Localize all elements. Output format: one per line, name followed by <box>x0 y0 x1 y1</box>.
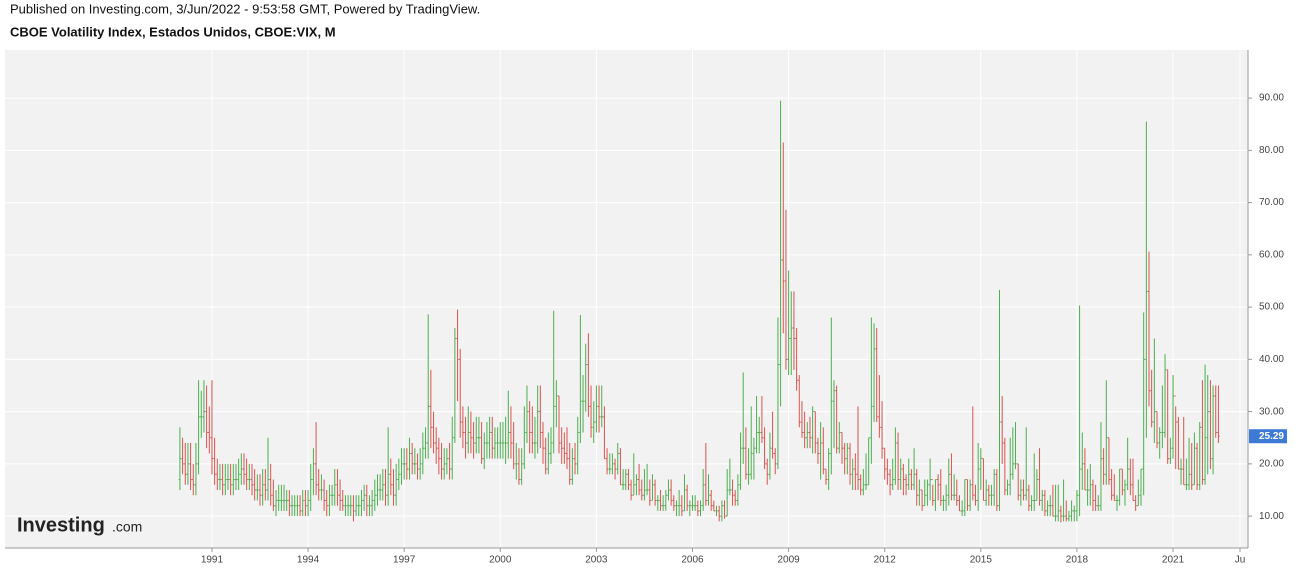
x-tick-label: 2018 <box>1066 555 1089 566</box>
x-tick-label: 2003 <box>585 555 608 566</box>
y-tick-label: 90.00 <box>1259 93 1284 104</box>
x-tick-label: 2006 <box>681 555 704 566</box>
x-tick-label: 1997 <box>393 555 416 566</box>
bars <box>178 100 1220 523</box>
y-tick-label: 40.00 <box>1259 354 1284 365</box>
y-tick-label: 20.00 <box>1259 459 1284 470</box>
x-tick-label: 1994 <box>297 555 320 566</box>
grid <box>5 50 1248 548</box>
x-tick-label: 2021 <box>1162 555 1185 566</box>
x-tick-label: Ju <box>1235 555 1246 566</box>
y-tick-label: 80.00 <box>1259 145 1284 156</box>
chart-title: CBOE Volatility Index, Estados Unidos, C… <box>10 24 336 39</box>
last-price-box <box>1249 429 1287 444</box>
x-tick-label: 2009 <box>777 555 800 566</box>
x-tick-label: 2015 <box>970 555 993 566</box>
watermark: .com <box>112 519 142 535</box>
last-price-label: 25.29 <box>1259 431 1284 442</box>
y-tick-label: 30.00 <box>1259 406 1284 417</box>
source-note: Published on Investing.com, 3/Jun/2022 -… <box>10 1 480 16</box>
x-tick-label: 1991 <box>201 555 224 566</box>
y-tick-label: 10.00 <box>1259 511 1284 522</box>
x-tick-label: 2000 <box>489 555 512 566</box>
plot-area <box>5 50 1248 548</box>
y-tick-label: 50.00 <box>1259 302 1284 313</box>
watermark: Investing <box>17 514 105 536</box>
x-tick-label: 2012 <box>874 555 897 566</box>
y-tick-label: 60.00 <box>1259 249 1284 260</box>
y-tick-label: 70.00 <box>1259 197 1284 208</box>
